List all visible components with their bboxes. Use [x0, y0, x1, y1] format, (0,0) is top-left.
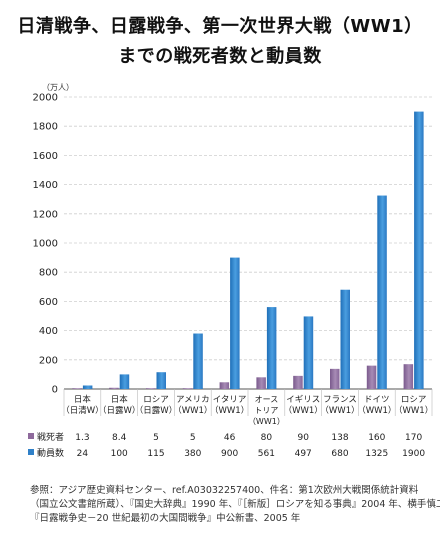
- category-label: トリア: [254, 406, 278, 415]
- data-value-label: 138: [331, 433, 348, 443]
- data-value-label: 497: [295, 449, 312, 459]
- source-note: 参照：アジア歴史資料センター、ref.A03032257400、件名：第1次欧州…: [30, 484, 440, 526]
- bar-deaths: [330, 368, 340, 389]
- data-value-label: 46: [224, 433, 236, 443]
- category-label: （日清W）: [61, 405, 103, 416]
- chart-title-line1: 日清戦争、日露戦争、第一次世界大戦（WW1）: [17, 16, 423, 37]
- y-tick-label: 800: [39, 268, 58, 279]
- category-label: オース: [255, 395, 279, 404]
- bar-deaths: [219, 382, 230, 389]
- y-tick-label: 600: [39, 297, 58, 308]
- category-label: （WW1）: [320, 405, 359, 416]
- data-value-label: 170: [405, 433, 422, 443]
- data-value-label: 5: [190, 433, 196, 443]
- bar-deaths: [256, 377, 266, 389]
- data-value-label: 80: [261, 433, 273, 443]
- category-label: ロシア: [401, 395, 427, 405]
- legend-label-deaths: 戦死者: [37, 431, 64, 443]
- data-value-label: 5: [153, 433, 159, 443]
- bar-mobilized: [156, 372, 166, 389]
- category-label: イタリア: [213, 395, 247, 405]
- data-value-label: 8.4: [112, 433, 127, 443]
- bar-mobilized: [340, 289, 350, 389]
- bar-deaths: [403, 364, 414, 389]
- data-value-label: 160: [368, 433, 385, 443]
- source-line: 参照：アジア歴史資料センター、ref.A03032257400、件名：第1次欧州…: [30, 485, 419, 496]
- data-value-label: 24: [77, 449, 89, 459]
- y-tick-label: 1800: [33, 122, 58, 133]
- category-label: 日本: [111, 394, 129, 405]
- category-label: （WW1）: [357, 405, 396, 416]
- data-value-label: 900: [221, 449, 238, 459]
- chart-title-line2: までの戦死者数と動員数: [118, 46, 322, 67]
- y-tick-label: 1000: [33, 239, 58, 250]
- data-value-label: 1.3: [75, 433, 89, 443]
- data-value-label: 1900: [402, 449, 425, 459]
- bar-deaths: [146, 388, 156, 389]
- category-label: フランス: [323, 395, 357, 405]
- y-axis-unit: （万人）: [42, 83, 74, 92]
- source-line: 『日露戦争史－20 世紀最初の大国間戦争』中公新書、2005 年: [30, 513, 301, 524]
- data-value-label: 100: [111, 449, 128, 459]
- bar-deaths: [293, 375, 303, 389]
- bar-deaths: [182, 388, 193, 389]
- data-value-label: 115: [147, 449, 164, 459]
- y-tick-label: 200: [39, 355, 58, 366]
- legend-swatch-deaths: [28, 433, 34, 439]
- bar-mobilized: [119, 374, 130, 389]
- bar-mobilized: [193, 333, 203, 389]
- category-label: （WW1）: [173, 405, 212, 416]
- bar-mobilized: [266, 307, 277, 389]
- data-value-label: 561: [258, 449, 275, 459]
- y-tick-label: 0: [52, 385, 58, 396]
- category-label: ドイツ: [364, 395, 390, 405]
- bar-deaths: [109, 387, 119, 389]
- data-value-label: 1325: [365, 449, 388, 459]
- y-tick-label: 400: [39, 326, 58, 337]
- data-value-label: 90: [297, 433, 309, 443]
- category-label: 日本: [74, 394, 92, 405]
- category-label: ロシア: [143, 395, 169, 405]
- bar-chart: （万人） 0 200 400 600 800 1000 1200 1400 1600 1800 200…: [28, 83, 433, 459]
- source-line: （国立公文書館所蔵）、『国史大辞典』1990 年、『［新版］ロシアを知る事典』2…: [30, 499, 440, 510]
- data-value-label: 680: [331, 449, 348, 459]
- category-label: アメリカ: [176, 395, 210, 405]
- category-label: （日露W）: [135, 405, 177, 416]
- category-label: （WW1）: [394, 405, 433, 416]
- bar-mobilized: [230, 257, 240, 389]
- bar-mobilized: [377, 195, 387, 389]
- category-label: イギリス: [286, 395, 320, 405]
- bar-mobilized: [303, 316, 314, 389]
- category-label: （WW1）: [210, 405, 249, 416]
- data-value-label: 380: [184, 449, 201, 459]
- y-tick-label: 2000: [33, 93, 58, 104]
- y-tick-label: 1600: [33, 151, 58, 162]
- category-label: （WW1）: [284, 405, 323, 416]
- y-tick-label: 1400: [33, 180, 58, 191]
- category-label: （WW1）: [248, 417, 285, 426]
- bar-deaths: [72, 388, 82, 389]
- bar-mobilized: [414, 111, 424, 389]
- bar-mobilized: [82, 385, 93, 389]
- legend-label-mobilized: 動員数: [37, 447, 64, 459]
- category-label: （日露W）: [98, 405, 140, 416]
- legend-swatch-mobilized: [28, 449, 34, 455]
- y-tick-label: 1200: [33, 209, 58, 220]
- bar-deaths: [366, 365, 377, 389]
